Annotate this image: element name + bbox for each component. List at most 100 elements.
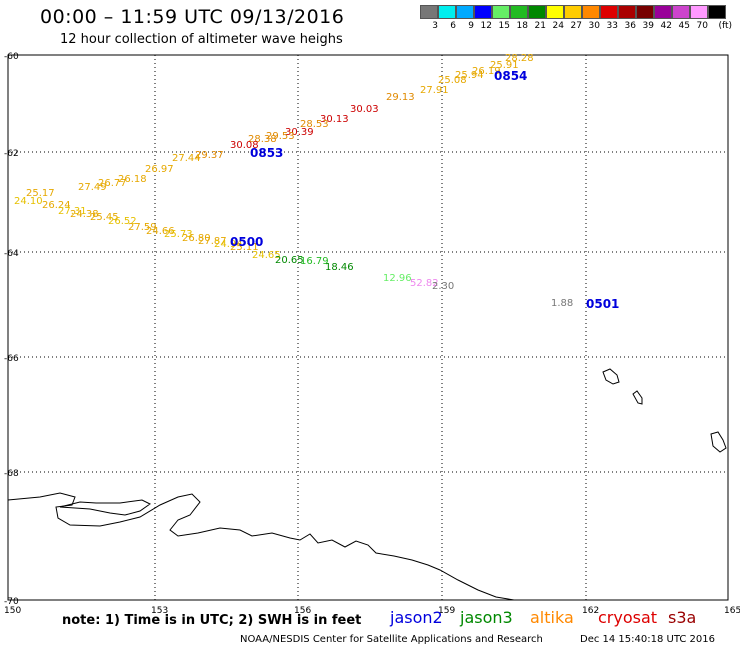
swh-label: 26.97	[145, 164, 174, 175]
swh-label: 27.31	[58, 206, 87, 217]
undefined	[59, 499, 151, 516]
swh-label: 27.87	[198, 236, 227, 247]
lon-tick-label: 165	[724, 606, 740, 616]
colorbar-tick: 24	[552, 21, 564, 31]
swh-label: 26.24	[42, 200, 71, 211]
swh-label: 25.17	[26, 188, 55, 199]
colorbar-tick: 42	[660, 21, 672, 31]
lon-tick-label: 159	[438, 606, 455, 616]
lat-tick-label: -62	[4, 149, 19, 159]
track-time-label: 0854	[494, 69, 527, 83]
swh-label: 24.66	[146, 226, 175, 237]
swh-label: 30.13	[320, 114, 349, 125]
swh-label: 28.53	[300, 119, 329, 130]
colorbar-tick: 18	[516, 21, 528, 31]
track-time-label: 0501	[586, 297, 619, 311]
colorbar-swatch	[528, 5, 546, 19]
page-title: 00:00 – 11:59 UTC 09/13/2016	[40, 6, 345, 28]
lat-tick-label: -70	[4, 597, 19, 607]
swh-label: 29.53	[266, 131, 295, 142]
swh-label: 25.45	[90, 212, 119, 223]
swh-label: 12.96	[383, 273, 412, 284]
swh-label: 24.10	[14, 196, 43, 207]
credit: NOAA/NESDIS Center for Satellite Applica…	[240, 634, 543, 645]
colorbar-swatch	[636, 5, 654, 19]
track-time-label: 0500	[230, 235, 263, 249]
colorbar-swatch	[474, 5, 492, 19]
page-subtitle: 12 hour collection of altimeter wave hei…	[60, 32, 343, 47]
swh-label: 28.38	[248, 134, 277, 145]
colorbar-tick: 27	[570, 21, 582, 31]
lon-tick-label: 162	[582, 606, 599, 616]
lon-tick-label: 153	[151, 606, 168, 616]
lon-tick-label: 150	[4, 606, 21, 616]
satellite-jason3: jason3	[460, 608, 513, 627]
swh-label: 25.94	[455, 70, 484, 81]
lat-tick-label: -64	[4, 249, 19, 259]
colorbar-swatch	[492, 5, 510, 19]
swh-label: 30.08	[230, 140, 259, 151]
swh-label: 27.49	[78, 182, 107, 193]
colorbar-swatch	[600, 5, 618, 19]
swh-label: 27.59	[128, 222, 157, 233]
colorbar-swatch	[582, 5, 600, 19]
swh-label: 1.88	[551, 298, 573, 309]
colorbar-swatch	[564, 5, 582, 19]
swh-label: 20.65	[275, 255, 304, 266]
colorbar-unit: (ft)	[718, 21, 732, 31]
satellite-cryosat: cryosat	[598, 608, 658, 627]
swh-label: 24.65	[252, 250, 281, 261]
colorbar-swatch	[420, 5, 438, 19]
swh-label: 28.28	[505, 53, 534, 64]
colorbar-tick: 33	[606, 21, 618, 31]
swh-label: 27.44	[172, 153, 201, 164]
colorbar-tick: 9	[468, 21, 474, 31]
colorbar-swatch	[708, 5, 726, 19]
lat-tick-label: -66	[4, 354, 19, 364]
swh-label: 18.46	[325, 262, 354, 273]
swh-label: 25.11	[230, 242, 259, 253]
colorbar-tick: 30	[588, 21, 600, 31]
island	[710, 431, 727, 453]
satellite-jason2: jason2	[390, 608, 443, 627]
lat-tick-label: -68	[4, 469, 19, 479]
satellite-altika: altika	[530, 608, 574, 627]
swh-label: 25.08	[438, 75, 467, 86]
colorbar-swatch	[672, 5, 690, 19]
map-frame	[7, 54, 729, 601]
colorbar-swatch	[438, 5, 456, 19]
swh-label: 30.39	[285, 127, 314, 138]
colorbar-tick: 15	[498, 21, 510, 31]
colorbar-tick: 45	[678, 21, 690, 31]
undefined	[7, 492, 515, 601]
swh-label: 26.77	[98, 178, 127, 189]
swh-label: 2.30	[432, 281, 454, 292]
swh-label: 26.18	[118, 174, 147, 185]
colorbar-tick: 21	[534, 21, 546, 31]
track-time-label: 0853	[250, 146, 283, 160]
island	[602, 368, 620, 385]
swh-label: 29.13	[386, 92, 415, 103]
swh-label: 24.38	[70, 209, 99, 220]
swh-label: 27.91	[420, 85, 449, 96]
swh-label: 26.80	[182, 233, 211, 244]
colorbar-swatch	[510, 5, 528, 19]
colorbar-swatch	[456, 5, 474, 19]
colorbar-tick: 6	[450, 21, 456, 31]
lon-tick-label: 156	[294, 606, 311, 616]
satellite-s3a: s3a	[668, 608, 697, 627]
colorbar-swatch	[690, 5, 708, 19]
swh-label: 25.73	[164, 229, 193, 240]
colorbar-tick: 12	[480, 21, 492, 31]
timestamp: Dec 14 15:40:18 UTC 2016	[580, 634, 715, 645]
colorbar-tick: 36	[624, 21, 636, 31]
colorbar-tick: 70	[696, 21, 708, 31]
swh-label: 26.19	[472, 66, 501, 77]
swh-label: 52.82	[410, 278, 439, 289]
colorbar	[420, 5, 726, 19]
colorbar-swatch	[546, 5, 564, 19]
swh-label: 24.94	[214, 239, 243, 250]
lat-tick-label: -60	[4, 52, 19, 62]
swh-label: 16.79	[300, 256, 329, 267]
